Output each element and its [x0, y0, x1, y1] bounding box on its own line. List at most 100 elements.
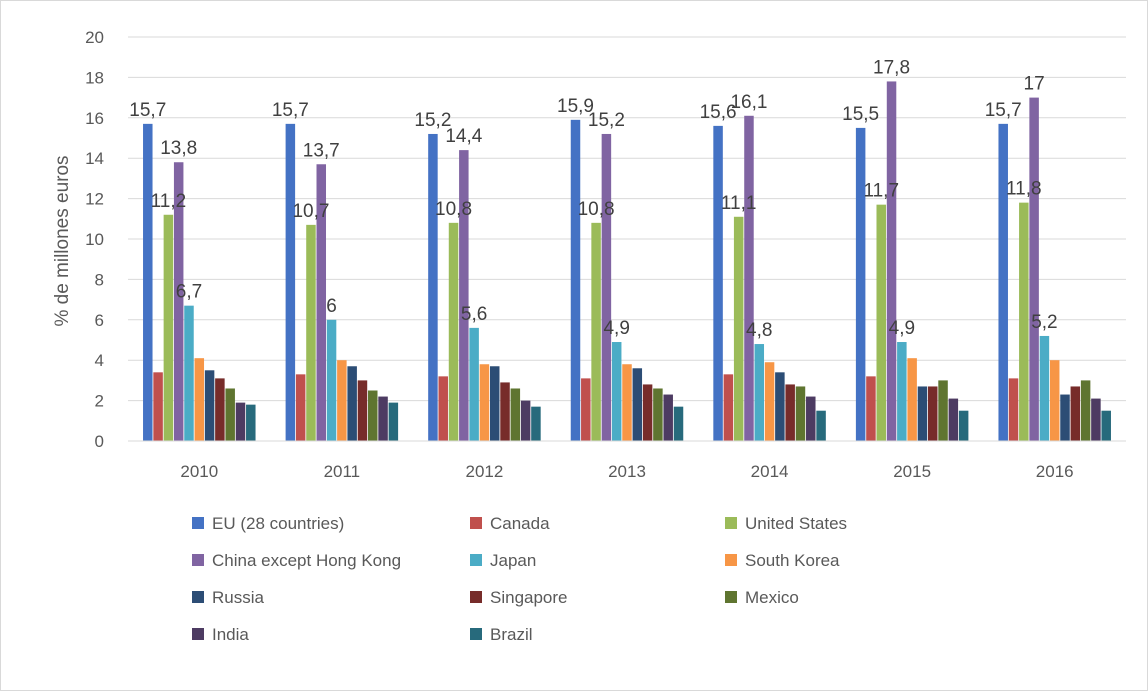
bar-canada	[723, 374, 734, 441]
legend-swatch	[470, 554, 482, 566]
y-tick-label: 20	[85, 28, 104, 47]
data-label: 15,9	[557, 96, 594, 117]
y-tick-label: 10	[85, 230, 104, 249]
data-label: 5,6	[461, 304, 487, 325]
bar-singapore	[642, 384, 653, 441]
bar-eu-28-countries	[570, 119, 581, 441]
x-tick-label: 2016	[1036, 462, 1074, 481]
bar-brazil	[673, 406, 684, 441]
bar-china-except-hong-kong	[173, 162, 184, 442]
data-labels: 15,7 11,2 13,8 6,7 15,7 10,7 13,7 6 15,2 10,8 14,4…	[129, 57, 1057, 341]
bar-china-except-hong-kong	[316, 164, 327, 441]
data-label: 4,8	[746, 320, 772, 341]
bar-india	[663, 394, 673, 441]
y-tick-label: 0	[95, 432, 104, 451]
legend-swatch	[192, 591, 204, 603]
bar-mexico	[1080, 380, 1091, 441]
bar-united-states	[163, 214, 174, 441]
bar-russia	[632, 368, 643, 441]
x-tick-label: 2012	[466, 462, 504, 481]
bar-singapore	[1070, 386, 1081, 441]
data-label: 15,7	[129, 100, 166, 121]
bar-united-states	[1019, 202, 1029, 441]
legend-entry: China except Hong Kong	[212, 551, 401, 570]
legend-swatch	[470, 628, 482, 640]
legend: EU (28 countries) Canada United States Chin…	[192, 514, 847, 644]
bar-mexico	[225, 388, 235, 441]
data-label: 11,1	[721, 193, 757, 214]
x-axis: 2010 2011 2012 2013 2014 2015 2016	[128, 440, 1126, 481]
data-label: 15,7	[985, 100, 1022, 121]
data-label: 15,2	[588, 110, 625, 131]
bar-canada	[866, 376, 876, 441]
bar-japan	[1039, 335, 1050, 441]
y-tick-label: 12	[85, 190, 104, 209]
data-label: 11,7	[863, 181, 899, 202]
data-label: 5,2	[1031, 312, 1057, 333]
bar-japan	[469, 327, 479, 441]
legend-entry: Singapore	[490, 588, 568, 607]
legend-entry: Russia	[212, 588, 265, 607]
bar-japan	[897, 342, 907, 441]
data-label: 6,7	[176, 282, 202, 303]
bar-india	[378, 396, 388, 441]
legend-swatch	[725, 517, 737, 529]
bar-united-states	[448, 222, 459, 441]
bar-russia	[489, 366, 500, 441]
legend-entry: Canada	[490, 514, 550, 533]
data-label: 13,7	[303, 140, 340, 161]
bar-singapore	[927, 386, 938, 441]
bar-eu-28-countries	[713, 125, 723, 441]
bar-china-except-hong-kong	[886, 81, 897, 441]
bar-mexico	[795, 386, 806, 441]
bar-russia	[204, 370, 215, 441]
data-label: 17,8	[873, 57, 910, 78]
bar-india	[520, 400, 531, 441]
bar-china-except-hong-kong	[1029, 97, 1039, 441]
y-tick-label: 6	[95, 311, 104, 330]
legend-entry: Japan	[490, 551, 536, 570]
data-label: 13,8	[160, 138, 197, 159]
legend-swatch	[192, 628, 204, 640]
bar-canada	[153, 372, 163, 441]
legend-swatch	[725, 554, 737, 566]
data-label: 10,8	[435, 199, 472, 220]
data-label: 15,2	[414, 110, 451, 131]
x-tick-label: 2014	[751, 462, 789, 481]
data-label: 10,7	[292, 201, 329, 222]
data-label: 4,9	[889, 318, 915, 339]
data-label: 6	[326, 296, 337, 317]
bar-japan	[184, 305, 194, 441]
y-tick-label: 8	[95, 270, 104, 289]
bar-china-except-hong-kong	[459, 150, 469, 441]
x-tick-label: 2015	[893, 462, 931, 481]
x-tick-label: 2010	[180, 462, 218, 481]
bar-brazil	[1101, 410, 1111, 441]
bar-russia	[1060, 394, 1070, 441]
bar-south-korea	[337, 360, 347, 441]
bar-mexico	[653, 388, 663, 441]
data-label: 10,8	[578, 199, 615, 220]
legend-entry: Brazil	[490, 625, 533, 644]
bar-india	[1091, 398, 1101, 441]
data-label: 15,5	[842, 104, 879, 125]
data-label: 15,6	[700, 102, 737, 123]
bar-canada	[438, 376, 448, 441]
y-axis: 0 2 4 6 8 10 12 14 16 18 20	[85, 28, 104, 451]
bar-brazil	[816, 410, 826, 441]
data-label: 16,1	[730, 92, 767, 113]
bar-brazil	[531, 406, 541, 441]
bar-mexico	[938, 380, 948, 441]
bar-south-korea	[1049, 360, 1060, 441]
bar-brazil	[246, 404, 256, 441]
legend-swatch	[470, 517, 482, 529]
legend-swatch	[725, 591, 737, 603]
bar-india	[806, 396, 816, 441]
y-tick-label: 14	[85, 149, 104, 168]
data-label: 11,8	[1006, 179, 1042, 200]
y-tick-label: 2	[95, 392, 104, 411]
bar-canada	[1008, 378, 1019, 441]
bar-brazil	[958, 410, 969, 441]
bars	[143, 81, 1111, 442]
